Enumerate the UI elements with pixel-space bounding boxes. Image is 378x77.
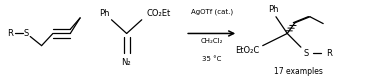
Text: R: R [8,29,14,38]
Text: CO₂Et: CO₂Et [147,9,171,18]
Text: 35 °C: 35 °C [202,56,222,62]
Text: CH₂Cl₂: CH₂Cl₂ [200,38,223,44]
Text: EtO₂C: EtO₂C [235,46,259,55]
Text: Ph: Ph [268,5,278,14]
Text: S: S [304,49,309,58]
Text: Ph: Ph [99,9,110,18]
Text: R: R [326,49,332,58]
Text: S: S [23,29,28,38]
Text: AgOTf (cat.): AgOTf (cat.) [191,9,233,15]
Text: 17 examples: 17 examples [274,67,323,76]
Text: N₂: N₂ [121,58,130,67]
